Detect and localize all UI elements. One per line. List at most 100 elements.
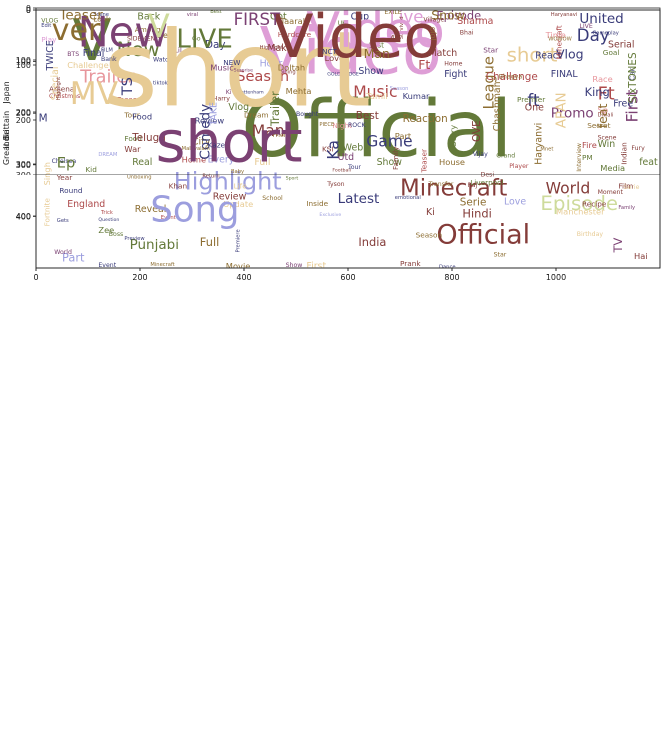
word-got: Got <box>270 12 287 23</box>
word-food: Food <box>124 134 141 143</box>
word-bhai: Bhai <box>460 30 474 37</box>
word-inside: Inside <box>306 199 328 208</box>
word-web: Web <box>343 143 363 154</box>
word-india: India <box>358 235 386 249</box>
word-star: Star <box>483 46 498 55</box>
word-part: Part <box>395 131 412 141</box>
y-axis-label: Great Brittain <box>2 111 11 165</box>
word-tour: Tour <box>347 164 361 171</box>
word-premier: Premier <box>517 95 545 104</box>
word-taarak: Taarak <box>279 16 307 26</box>
word-challenge: Challenge <box>67 60 108 70</box>
word-night: Night <box>332 121 352 130</box>
word-final: FINAL <box>551 69 579 80</box>
word-ksi: KSI <box>322 144 334 153</box>
word-snow: Snow <box>431 8 465 23</box>
word-last: Last <box>369 40 384 49</box>
word-latest: Latest <box>338 191 380 207</box>
word-survived: Survived <box>399 16 405 39</box>
word-england: England <box>67 199 105 210</box>
y-tick-label: 100 <box>16 56 31 65</box>
word-trick: Trick <box>100 210 113 216</box>
word-ver: ver <box>52 13 101 48</box>
word-final: Final <box>83 48 105 59</box>
word-world: World <box>54 249 72 256</box>
word-life: Life <box>153 30 168 40</box>
word-sharma: Sharma <box>457 16 493 27</box>
word-gets: Gets <box>57 218 69 224</box>
word-year: Year <box>56 173 72 182</box>
word-scene: Scene <box>598 134 617 141</box>
word-m: M <box>39 113 48 125</box>
word-family: Family <box>391 146 400 170</box>
word-minecraft: Minecraft <box>150 262 174 268</box>
word-game: Game <box>366 133 412 151</box>
word-ka: Ka <box>324 140 342 160</box>
plot-frame <box>35 9 661 175</box>
word-highlight: Highlight <box>260 45 283 51</box>
word-chashmah: Chashmah <box>492 81 503 131</box>
word-new: NEW <box>223 58 240 67</box>
word-round: Round <box>59 186 82 195</box>
word-telugu: Telugu <box>131 132 166 144</box>
word-video: Video <box>273 2 441 72</box>
word-v: V <box>72 8 111 74</box>
word-secret: Secret <box>587 121 610 130</box>
word-new: New <box>78 7 169 56</box>
word-race: Race <box>592 74 612 84</box>
word-raj: Raj <box>468 182 478 189</box>
word-short: short <box>104 9 371 131</box>
word-teaser: Teaser <box>419 149 428 173</box>
word-review: Review <box>213 192 247 203</box>
word-4k: 4K <box>390 33 401 43</box>
word-feat: feat <box>639 157 658 168</box>
word-best: Best <box>356 110 379 122</box>
word-desi: Desi <box>481 172 495 179</box>
word-exile: EXILE <box>384 9 401 16</box>
word-ki: Ki <box>226 89 232 96</box>
word-tyson: Tyson <box>326 181 344 188</box>
word-transfer: Transfer <box>428 181 454 188</box>
word-birthday: Birthday <box>577 231 604 238</box>
x-tick-label: 800 <box>444 273 459 282</box>
word-tour: Tour <box>123 111 139 120</box>
word-manchester: Manchester <box>556 207 605 217</box>
word-minecraft: Minecraft <box>400 176 507 202</box>
word-music: Music <box>210 63 234 73</box>
y-tick-label: 0 <box>26 6 31 15</box>
word-comedy: Comedy <box>197 104 213 160</box>
word-edit: Edit <box>41 23 51 29</box>
word-scene: Scene <box>93 12 109 18</box>
word-sixtones: SixTONES <box>627 52 639 103</box>
word-reveal: Reveal <box>135 204 167 215</box>
word-highlight: Highlight <box>174 167 282 195</box>
word-ft: ft <box>527 91 540 110</box>
word-christmas: Christmas <box>49 93 80 100</box>
word-world: World <box>546 179 591 197</box>
word-vlog: VLOG <box>41 17 58 24</box>
word-show: Show <box>377 157 403 168</box>
y-axis-label: Japan <box>2 81 11 104</box>
y-tick-label: 200 <box>16 108 31 117</box>
word-surprise: Surprise <box>234 68 254 74</box>
word-love: Love <box>504 197 526 208</box>
x-tick-label: 600 <box>340 273 355 275</box>
word-bhagya: Bhagya <box>499 74 523 81</box>
word-jojo: JOJO <box>430 27 437 42</box>
word-pm: PM <box>582 153 593 162</box>
word-win: Win <box>598 139 616 150</box>
word-go: Go <box>192 36 201 43</box>
word-promo: Promo <box>551 106 594 122</box>
word-mnet: Mnet <box>540 147 553 153</box>
word-food: Food <box>132 112 152 122</box>
word-haryanavi: Haryanavi <box>551 12 577 18</box>
word-liverpool: Liverpool <box>470 178 504 187</box>
word-school: School <box>262 195 283 202</box>
word-song: Song <box>150 189 239 230</box>
word-apan: APAN <box>554 92 570 128</box>
y-tick-label: 300 <box>16 171 31 175</box>
